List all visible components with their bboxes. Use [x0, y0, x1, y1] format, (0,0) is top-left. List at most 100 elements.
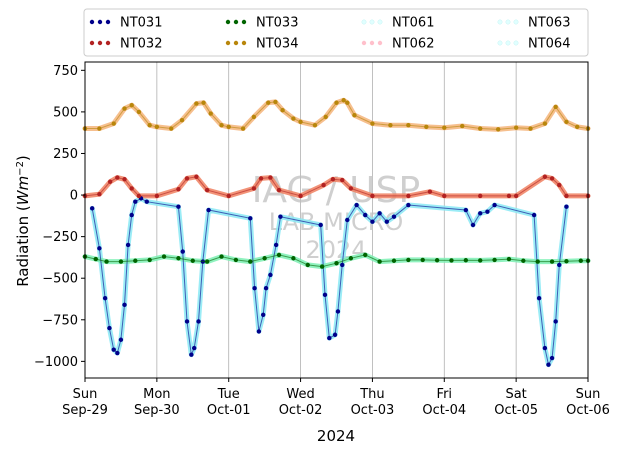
data-point — [345, 100, 350, 105]
data-point — [470, 222, 476, 228]
x-tick-day: Sat — [505, 387, 526, 402]
data-point — [345, 217, 350, 223]
x-tick-date: Oct-02 — [279, 403, 323, 418]
data-point — [335, 309, 341, 314]
data-point — [248, 216, 253, 221]
legend-marker — [361, 40, 367, 46]
data-point — [169, 126, 174, 131]
data-point — [388, 123, 393, 128]
legend-marker — [105, 40, 111, 46]
data-point — [334, 261, 339, 266]
watermark-line: LAB MICRO — [269, 208, 404, 236]
x-tick-date: Oct-01 — [207, 403, 251, 418]
data-point — [204, 259, 210, 264]
watermark-line: 2024 — [305, 236, 366, 264]
data-point — [377, 259, 382, 264]
data-point — [348, 256, 354, 261]
data-point — [115, 350, 120, 356]
y-tick-label: 0 — [70, 189, 78, 204]
data-point — [363, 212, 368, 218]
data-point — [521, 258, 526, 263]
data-point — [219, 254, 224, 259]
data-point — [564, 119, 569, 125]
y-tick-label: −1000 — [34, 355, 78, 370]
data-point — [154, 193, 160, 199]
data-point — [240, 126, 246, 131]
data-point — [118, 259, 124, 264]
legend-marker — [505, 40, 511, 46]
data-point — [276, 252, 282, 258]
series-nt032 — [82, 174, 591, 199]
data-point — [256, 329, 262, 334]
data-point — [136, 193, 142, 199]
legend-marker — [105, 19, 111, 25]
y-tick-label: 750 — [53, 64, 78, 79]
data-point — [575, 124, 580, 130]
legend-marker — [225, 40, 231, 46]
data-point — [176, 256, 181, 261]
legend-label: NT031 — [120, 16, 162, 31]
data-point — [258, 176, 264, 181]
data-point — [341, 98, 346, 103]
data-point — [327, 335, 332, 341]
legend-marker — [233, 19, 239, 25]
data-point — [97, 246, 102, 251]
data-point — [180, 249, 185, 254]
data-point — [129, 103, 134, 108]
data-point — [427, 189, 433, 194]
data-point — [263, 285, 269, 291]
x-axis: SunSep-29MonSep-30TueOct-01WedOct-02ThuO… — [62, 378, 610, 418]
data-point — [147, 123, 152, 128]
data-point — [323, 114, 328, 120]
data-point — [391, 258, 397, 263]
x-tick-day: Mon — [143, 387, 170, 402]
y-axis-label: Radiation (Wm−2) — [14, 155, 32, 287]
x-axis-label: 2024 — [317, 427, 355, 445]
y-tick-label: 250 — [53, 147, 78, 162]
data-point — [506, 193, 512, 199]
y-tick-label: 500 — [53, 105, 78, 120]
legend-marker — [225, 19, 231, 25]
series-nt031 — [89, 196, 569, 367]
data-point — [332, 332, 338, 337]
data-point — [340, 262, 345, 268]
data-point — [196, 319, 201, 324]
legend-frame — [83, 8, 589, 57]
data-point — [154, 124, 160, 130]
legend-marker — [233, 40, 239, 46]
series-nt033 — [82, 252, 591, 269]
data-point — [546, 362, 551, 367]
data-point — [542, 121, 548, 126]
data-point — [208, 111, 213, 116]
data-point — [406, 202, 411, 208]
series-line — [84, 176, 588, 197]
legend-marker — [513, 19, 519, 25]
grid — [156, 62, 517, 378]
data-point — [348, 186, 354, 191]
data-point — [463, 207, 469, 213]
data-point — [268, 175, 273, 180]
data-point — [535, 259, 540, 264]
data-point — [251, 114, 257, 120]
data-point — [513, 193, 519, 199]
data-marks — [82, 98, 591, 367]
data-point — [305, 262, 310, 268]
x-tick-day: Sun — [73, 387, 98, 402]
data-point — [93, 256, 98, 262]
data-point — [478, 211, 483, 216]
data-point — [370, 121, 375, 126]
data-point — [219, 123, 224, 128]
legend-marker — [377, 19, 383, 25]
data-point — [104, 259, 109, 264]
data-point — [321, 182, 326, 188]
data-point — [179, 118, 185, 123]
legend-item: NT063 — [497, 16, 570, 31]
y-tick-label: −500 — [42, 272, 78, 287]
data-point — [531, 212, 537, 218]
legend-marker — [369, 40, 375, 46]
plot-frame — [84, 61, 589, 379]
data-point — [133, 258, 138, 263]
data-point — [319, 264, 325, 269]
data-point — [485, 209, 490, 214]
data-point — [194, 174, 199, 179]
